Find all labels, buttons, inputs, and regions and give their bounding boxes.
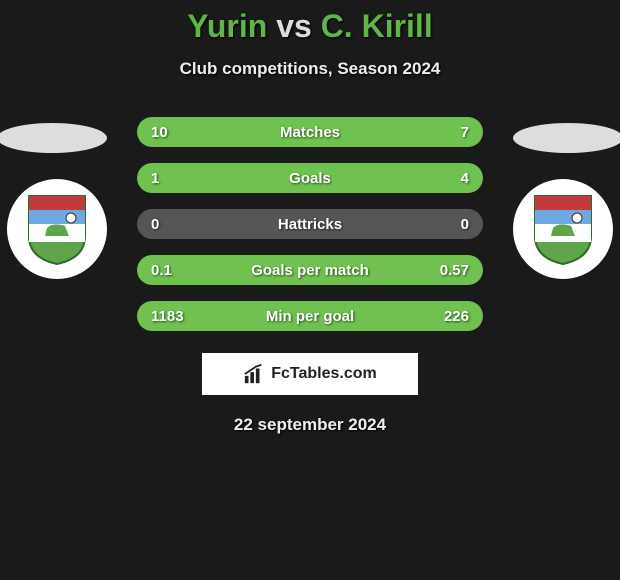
stat-value-left: 10 <box>137 124 207 141</box>
stat-value-left: 1 <box>137 170 207 187</box>
stat-value-right: 226 <box>413 308 483 325</box>
stat-value-right: 0 <box>413 216 483 233</box>
subtitle: Club competitions, Season 2024 <box>0 59 620 79</box>
stat-value-right: 7 <box>413 124 483 141</box>
stat-value-right: 4 <box>413 170 483 187</box>
player1-club-badge <box>7 179 107 279</box>
shield-icon <box>531 192 595 266</box>
bar-chart-icon <box>243 363 265 385</box>
stat-label: Min per goal <box>207 308 413 325</box>
stat-bar: 0Hattricks0 <box>137 209 483 239</box>
stat-label: Goals per match <box>207 262 413 279</box>
stat-value-right: 0.57 <box>413 262 483 279</box>
vs-label: vs <box>276 8 312 44</box>
player2-avatar-placeholder <box>513 123 620 153</box>
stats-column: 10Matches71Goals40Hattricks00.1Goals per… <box>137 117 483 331</box>
player1-column <box>17 117 137 279</box>
shield-icon <box>25 192 89 266</box>
brand-text: FcTables.com <box>271 365 377 383</box>
stat-label: Goals <box>207 170 413 187</box>
player1-name: Yurin <box>187 8 267 44</box>
stat-label: Matches <box>207 124 413 141</box>
stat-value-left: 0 <box>137 216 207 233</box>
main-row: 10Matches71Goals40Hattricks00.1Goals per… <box>0 117 620 331</box>
player1-avatar-placeholder <box>0 123 107 153</box>
stat-bar: 1183Min per goal226 <box>137 301 483 331</box>
player2-club-badge <box>513 179 613 279</box>
stat-bar: 1Goals4 <box>137 163 483 193</box>
stat-label: Hattricks <box>207 216 413 233</box>
stat-value-left: 0.1 <box>137 262 207 279</box>
stat-value-left: 1183 <box>137 308 207 325</box>
page-title: Yurin vs C. Kirill <box>0 8 620 45</box>
brand-logo[interactable]: FcTables.com <box>202 353 418 395</box>
date-label: 22 september 2024 <box>0 415 620 435</box>
comparison-card: Yurin vs C. Kirill Club competitions, Se… <box>0 0 620 435</box>
stat-bar: 0.1Goals per match0.57 <box>137 255 483 285</box>
player2-column <box>483 117 603 279</box>
player2-name: C. Kirill <box>321 8 433 44</box>
stat-bar: 10Matches7 <box>137 117 483 147</box>
